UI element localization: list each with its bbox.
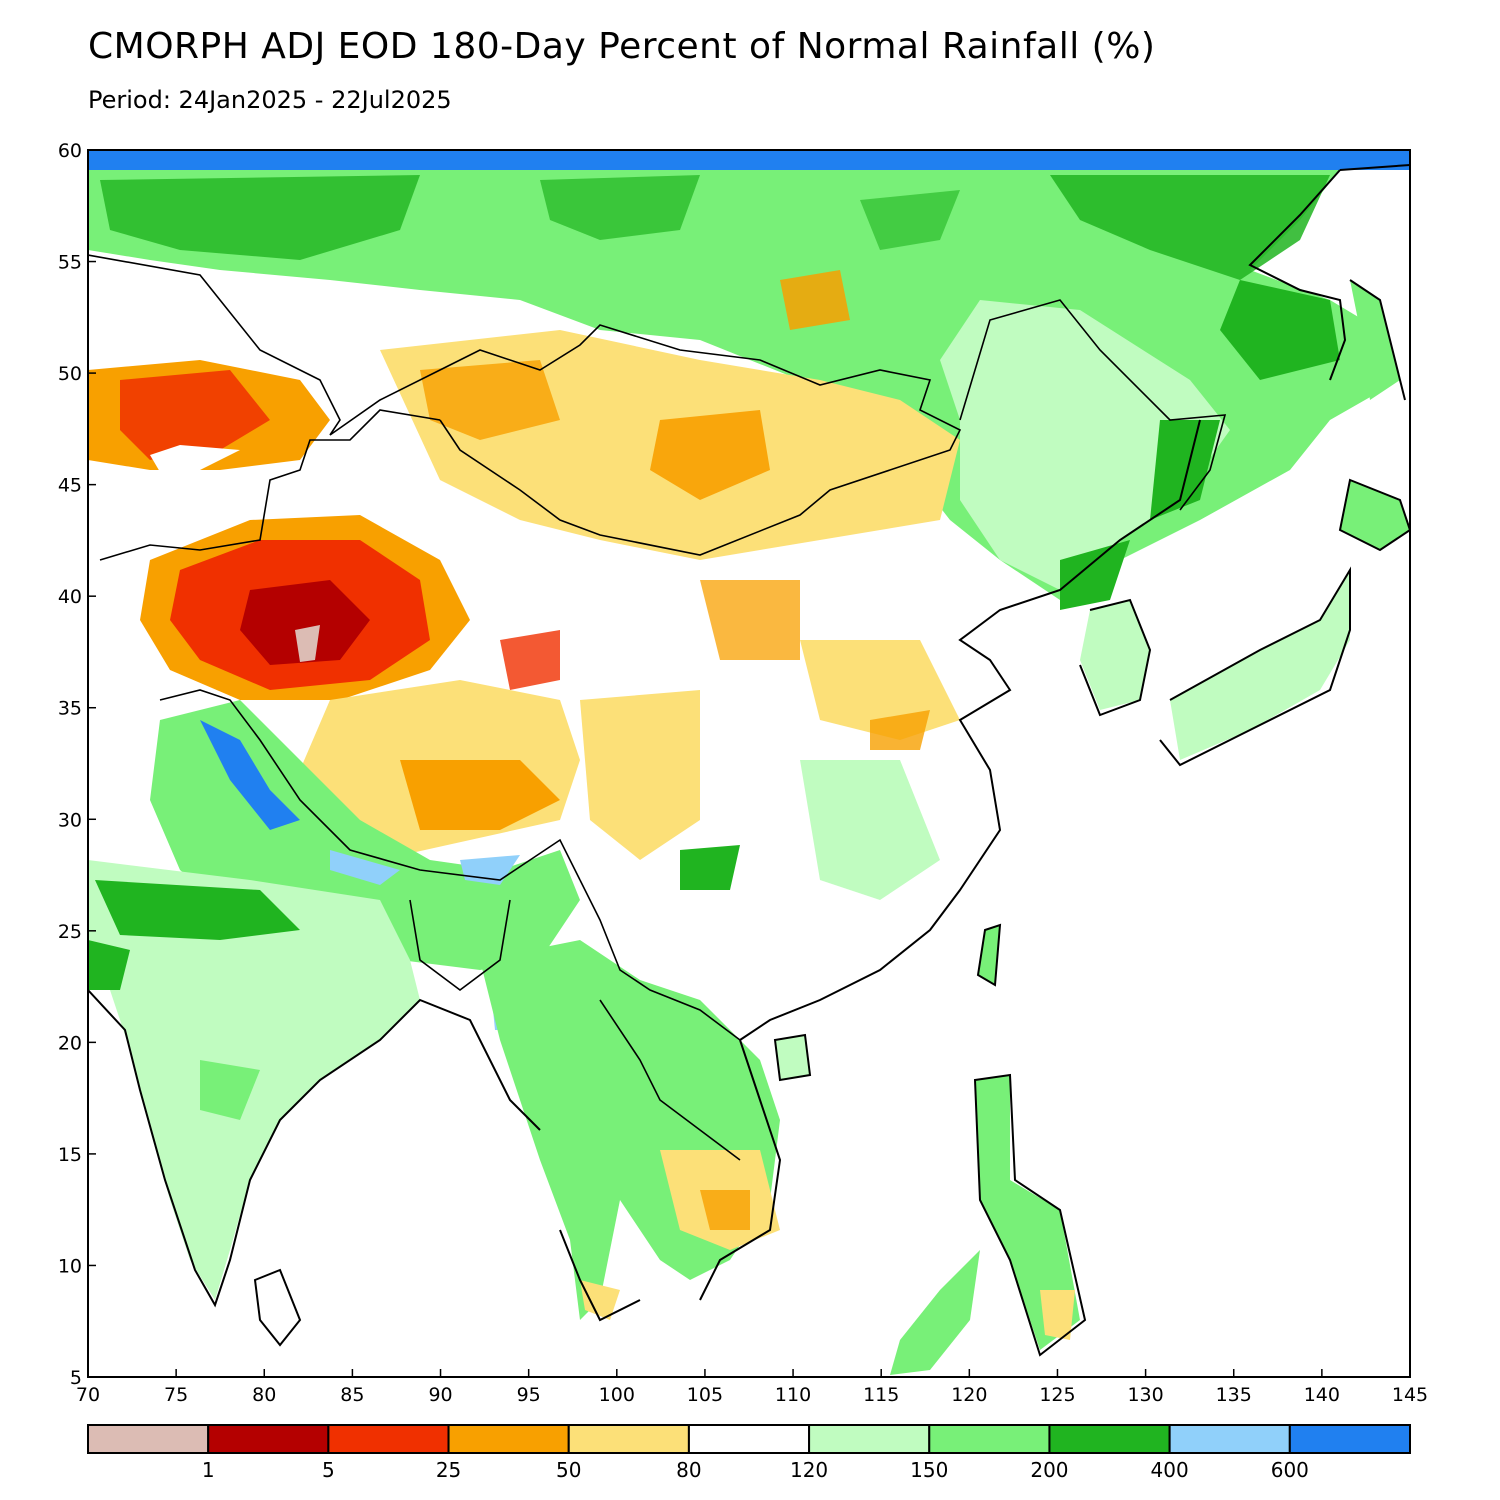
colorbar-label: 400 xyxy=(1151,1458,1189,1482)
colorbar-swatch xyxy=(447,1424,570,1454)
country-borders xyxy=(88,254,1227,1161)
y-tick-label: 10 xyxy=(58,1255,82,1277)
y-tick-label: 50 xyxy=(58,363,82,385)
colorbar-label: 80 xyxy=(676,1458,701,1482)
y-tick-label: 5 xyxy=(70,1367,82,1389)
x-tick-label: 135 xyxy=(1216,1384,1252,1406)
x-tick-label: 110 xyxy=(775,1384,811,1406)
colorbar-swatch xyxy=(327,1424,450,1454)
colorbar-swatch xyxy=(808,1424,931,1454)
x-tick-label: 125 xyxy=(1039,1384,1075,1406)
colorbar-label: 50 xyxy=(556,1458,581,1482)
high-latitude-band xyxy=(88,150,1410,170)
x-tick-label: 80 xyxy=(252,1384,276,1406)
x-tick-label: 105 xyxy=(687,1384,723,1406)
x-tick-label: 115 xyxy=(863,1384,899,1406)
y-tick-label: 60 xyxy=(58,140,82,162)
colorbar-label: 200 xyxy=(1030,1458,1068,1482)
coastlines xyxy=(88,164,1410,1357)
y-tick-label: 40 xyxy=(58,586,82,608)
colorbar: 1 5 25 50 80 120 150 200 400 600 xyxy=(87,1424,1412,1482)
colorbar-swatch xyxy=(567,1424,690,1454)
map-title: CMORPH ADJ EOD 180-Day Percent of Normal… xyxy=(88,26,1156,67)
x-tick-label: 90 xyxy=(428,1384,452,1406)
y-tick-label: 15 xyxy=(58,1144,82,1166)
y-tick-label: 30 xyxy=(58,809,82,831)
colorbar-swatch xyxy=(87,1424,210,1454)
colorbar-label: 120 xyxy=(790,1458,828,1482)
colorbar-swatch xyxy=(1288,1424,1412,1454)
x-tick-label: 75 xyxy=(164,1384,188,1406)
x-tick-label: 95 xyxy=(517,1384,541,1406)
y-tick-label: 25 xyxy=(58,921,82,943)
colorbar-label: 25 xyxy=(436,1458,461,1482)
y-tick-label: 55 xyxy=(58,252,82,274)
colorbar-swatch xyxy=(928,1424,1051,1454)
colorbar-label: 5 xyxy=(322,1458,335,1482)
y-tick-label: 20 xyxy=(58,1032,82,1054)
colorbar-label: 150 xyxy=(910,1458,948,1482)
colorbar-swatch xyxy=(687,1424,811,1454)
colorbar-label: 1 xyxy=(202,1458,215,1482)
x-tick-label: 140 xyxy=(1304,1384,1340,1406)
latitude-axis: 5 10 15 20 25 30 35 40 45 50 55 60 xyxy=(58,140,96,1389)
colorbar-swatch xyxy=(1048,1424,1171,1454)
x-tick-label: 130 xyxy=(1127,1384,1163,1406)
x-tick-label: 85 xyxy=(340,1384,364,1406)
y-tick-label: 35 xyxy=(58,698,82,720)
y-tick-label: 45 xyxy=(58,475,82,497)
period-label: Period: 24Jan2025 - 22Jul2025 xyxy=(88,86,452,114)
colorbar-label: 600 xyxy=(1271,1458,1309,1482)
colorbar-swatch xyxy=(1168,1424,1291,1454)
x-tick-label: 70 xyxy=(76,1384,100,1406)
rainfall-field xyxy=(88,150,1410,1377)
plot-frame xyxy=(87,149,1411,1378)
longitude-axis: 70 75 80 85 90 95 100 105 110 115 120 125 130 135 140 1… xyxy=(76,1369,1428,1406)
colorbar-swatch xyxy=(207,1424,330,1454)
x-tick-label: 100 xyxy=(599,1384,635,1406)
x-tick-label: 145 xyxy=(1392,1384,1428,1406)
x-tick-label: 120 xyxy=(951,1384,987,1406)
